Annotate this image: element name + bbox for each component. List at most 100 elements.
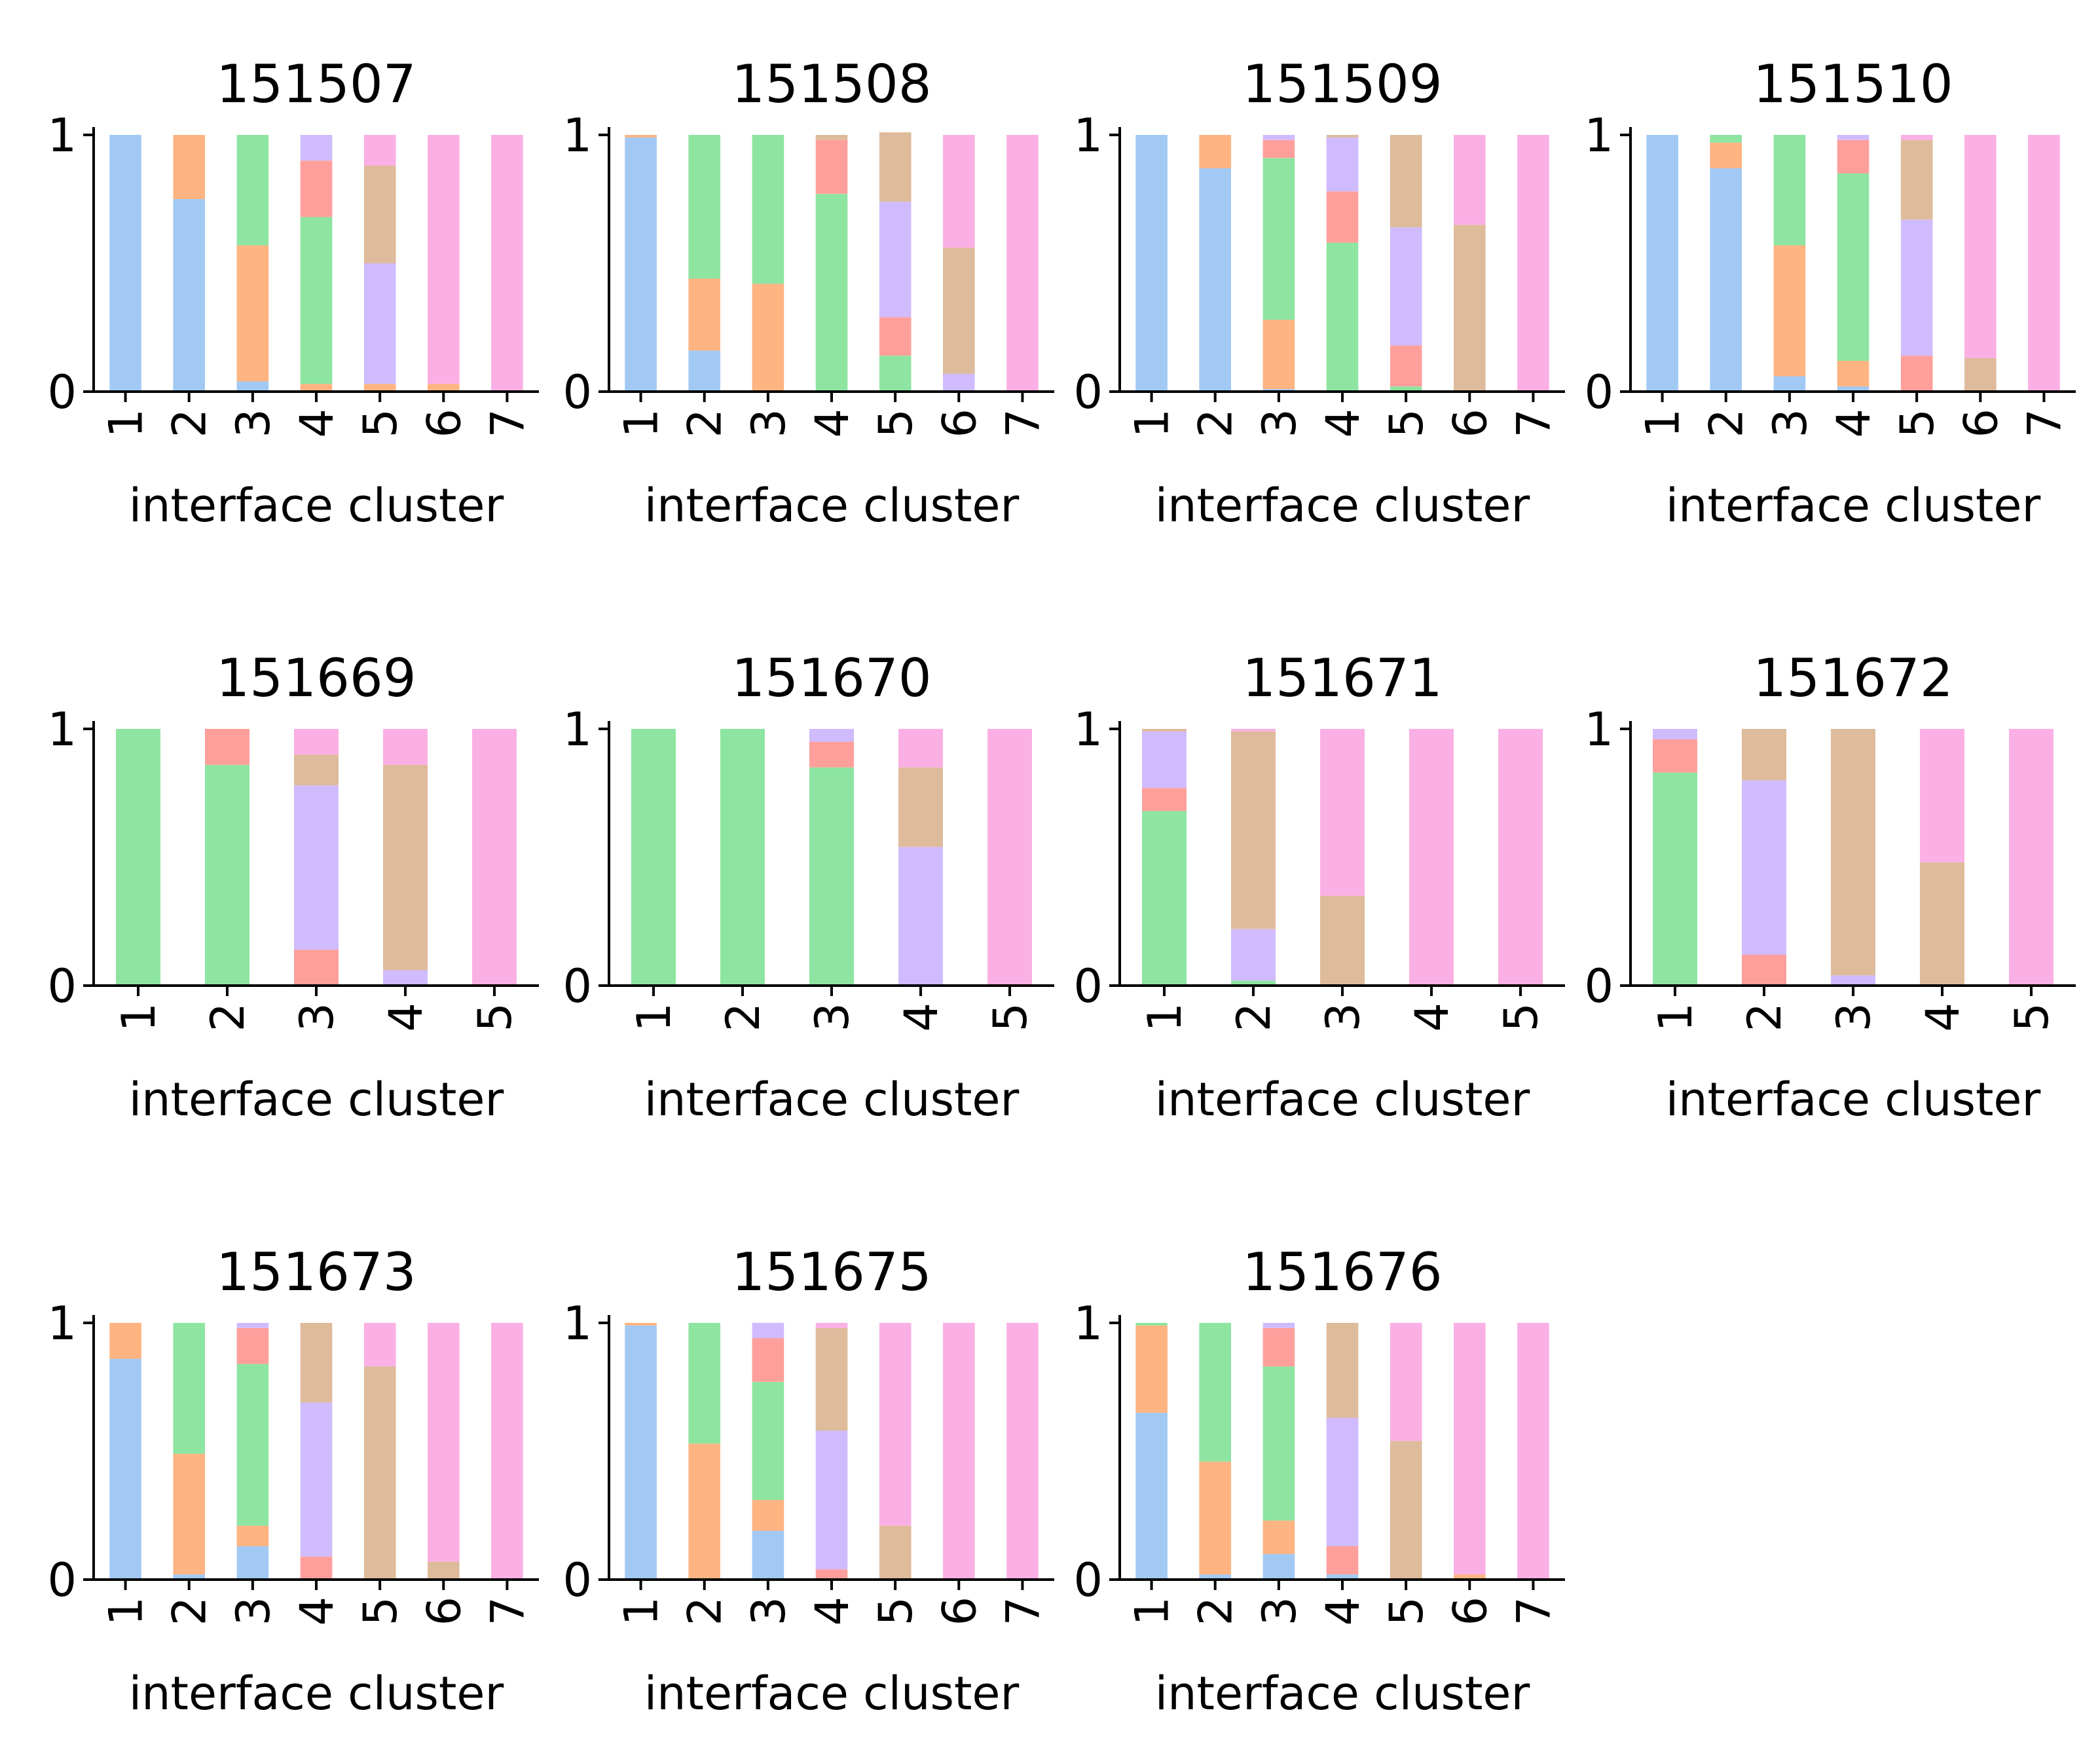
bar-segment: [1517, 1323, 1549, 1580]
y-tick-label: 0: [1073, 365, 1103, 419]
bar-segment: [2028, 135, 2060, 392]
x-tick-label: 3: [1253, 1597, 1306, 1626]
bar-segment: [236, 245, 269, 382]
x-tick-label: 1: [1649, 1003, 1703, 1032]
bar-segment: [109, 1358, 141, 1580]
bar-segment: [809, 767, 854, 986]
y-tick-label: 0: [47, 1553, 77, 1607]
bar-segment: [1326, 191, 1359, 243]
bar-segment: [300, 384, 333, 392]
x-tick-label: 3: [227, 409, 280, 438]
bar-segment: [1262, 135, 1295, 140]
bar-segment: [1409, 729, 1454, 986]
bar-segment: [294, 754, 339, 786]
x-tick-label: 7: [1507, 1597, 1560, 1626]
bar-segment: [236, 1546, 269, 1580]
y-tick-label: 0: [1584, 959, 1613, 1013]
bar-segment: [294, 785, 339, 950]
y-tick-label: 1: [47, 1297, 77, 1350]
bar-segment: [752, 1323, 784, 1339]
subplot-title: 151675: [731, 1242, 931, 1303]
bar-segment: [1142, 811, 1187, 986]
x-tick-label: 5: [984, 1003, 1037, 1032]
bar-segment: [173, 135, 205, 199]
bar-segment: [1135, 1325, 1168, 1413]
x-tick-label: 4: [1916, 1003, 1970, 1032]
x-tick-label: 1: [1138, 1003, 1192, 1032]
x-axis-label: interface cluster: [644, 479, 1020, 532]
bar-segment: [943, 1323, 975, 1580]
bar-segment: [1390, 345, 1422, 387]
x-tick-label: 1: [100, 409, 153, 438]
y-tick-label: 0: [47, 959, 77, 1013]
bar-segment: [1262, 1366, 1295, 1521]
bar-segment: [236, 1323, 269, 1328]
x-tick-label: 1: [627, 1003, 681, 1032]
bar-segment: [1646, 135, 1678, 392]
x-tick-label: 4: [894, 1003, 948, 1032]
x-tick-label: 3: [742, 409, 796, 438]
x-tick-label: 2: [678, 409, 732, 438]
bar-segment: [815, 139, 848, 195]
bar-segment: [1199, 168, 1231, 392]
subplot-title: 151670: [731, 648, 931, 709]
bar-segment: [1135, 135, 1168, 392]
bar-segment: [1199, 135, 1231, 168]
bar-segment: [1135, 1413, 1168, 1580]
bar-segment: [363, 384, 396, 392]
bar-segment: [236, 381, 269, 392]
subplot-title: 151671: [1242, 648, 1442, 709]
y-tick-label: 1: [1584, 109, 1613, 162]
bar-segment: [1231, 731, 1276, 929]
x-tick-label: 4: [290, 1597, 344, 1626]
bar-segment: [383, 764, 428, 971]
x-tick-label: 5: [354, 409, 407, 438]
subplot-151669: 0 1 1 2 3 4 5 interface cluster 151669: [47, 648, 539, 1126]
y-tick-label: 1: [1073, 703, 1103, 756]
bar-segment: [1262, 158, 1295, 320]
x-tick-label: 4: [1405, 1003, 1459, 1032]
x-tick-label: 2: [1700, 409, 1754, 438]
bar-segment: [1454, 1574, 1486, 1580]
bar-segment: [205, 764, 249, 986]
bar-segment: [1653, 739, 1697, 773]
bar-segment: [809, 741, 854, 768]
bar-segment: [1390, 1441, 1422, 1580]
bar-segment: [1837, 139, 1870, 174]
bar-segment: [300, 135, 333, 161]
x-tick-label: 6: [932, 409, 986, 438]
bar-segment: [1262, 1520, 1295, 1554]
y-tick-label: 1: [1073, 1297, 1103, 1350]
bar-segment: [1831, 729, 1875, 976]
x-tick-label: 5: [468, 1003, 522, 1032]
y-tick-label: 0: [1584, 365, 1613, 419]
bar-segment: [1742, 955, 1786, 986]
bar-segment: [879, 201, 912, 318]
bar-segment: [688, 1323, 720, 1444]
bar-segment: [1326, 1546, 1359, 1575]
x-tick-label: 3: [1827, 1003, 1881, 1032]
x-tick-label: 7: [1507, 409, 1560, 438]
subplot-title: 151509: [1242, 54, 1442, 115]
x-tick-label: 3: [1253, 409, 1306, 438]
bar-segment: [109, 1323, 141, 1359]
bar-segment: [1742, 780, 1786, 955]
bar-segment: [898, 767, 943, 847]
bar-segment: [1262, 1553, 1295, 1580]
bar-segment: [1964, 135, 1997, 358]
bar-segment: [300, 217, 333, 384]
bar-segment: [1920, 729, 1964, 862]
bar-segment: [1454, 135, 1486, 225]
bar-segment: [491, 1323, 523, 1580]
bar-segment: [363, 1323, 396, 1367]
bar-segment: [1831, 975, 1875, 986]
bar-segment: [300, 1323, 333, 1403]
subplot-title: 151507: [216, 54, 416, 115]
bar-segment: [1006, 1323, 1039, 1580]
x-tick-label: 7: [2017, 409, 2071, 438]
x-tick-label: 4: [1827, 409, 1881, 438]
